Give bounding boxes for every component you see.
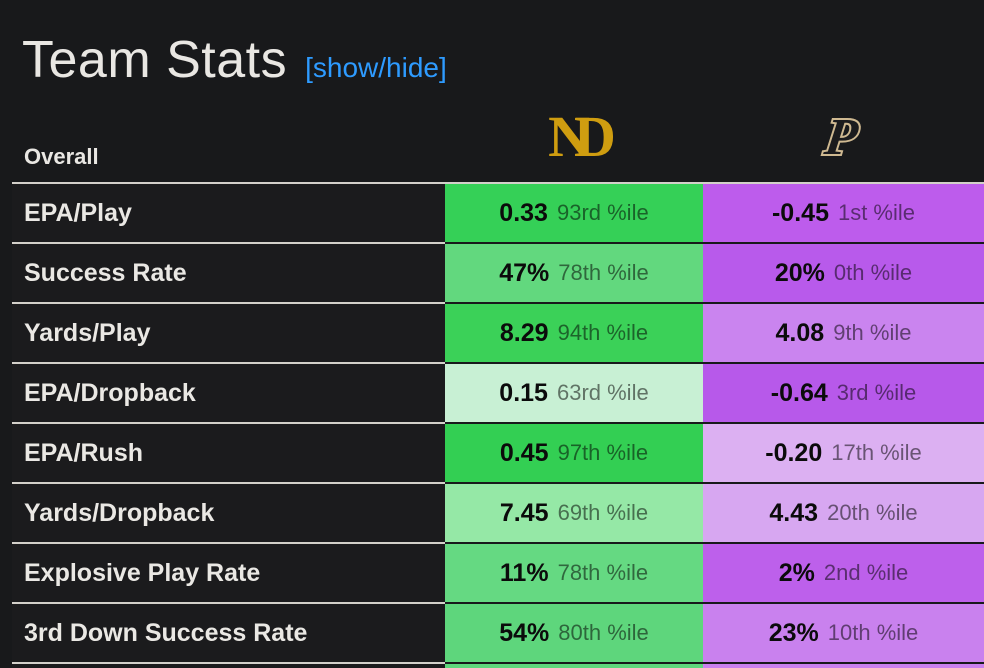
title-row: Team Stats [show/hide] — [0, 0, 984, 90]
team1-stat-cell: 11% 78th %ile — [445, 544, 703, 602]
team1-stat-cell: 7.45 69th %ile — [445, 484, 703, 542]
team1-stat-percentile: 80th %ile — [558, 620, 649, 645]
team1-stat-percentile: 69th %ile — [557, 500, 649, 525]
team2-stat-cell: 4.08 9th %ile — [703, 304, 984, 362]
stat-label: Success Rate — [12, 244, 445, 302]
team1-stat-percentile: 63rd %ile — [556, 380, 649, 405]
stat-row: EPA/Rush 0.45 97th %ile -0.20 17th %ile — [12, 424, 984, 482]
stat-label: 3rd Down Success Rate — [12, 604, 445, 662]
stat-label: Yards/Dropback — [12, 484, 445, 542]
team2-stat-cell: 2% 2nd %ile — [703, 544, 984, 602]
purdue-logo-icon: P — [818, 106, 864, 168]
team2-stat-value: 4.08 — [775, 318, 825, 347]
stat-label: Explosive Play Rate — [12, 544, 445, 602]
page-title: Team Stats — [22, 31, 288, 89]
team1-stat-cell: 0.33 93rd %ile — [445, 184, 703, 242]
team1-stat-percentile: 78th %ile — [557, 560, 649, 585]
team1-stat-value: 54% — [499, 618, 550, 647]
team1-stat-value: 11% — [499, 558, 549, 587]
team1-stat-percentile: 94th %ile — [557, 320, 649, 345]
team2-stat-cell: 4.43 20th %ile — [703, 484, 984, 542]
nd-monogram-text: ND — [548, 104, 613, 169]
team1-stat-percentile: 78th %ile — [558, 260, 649, 285]
header-divider — [12, 182, 984, 184]
team2-stat-percentile: 3rd %ile — [836, 380, 917, 405]
team2-stat-percentile: 2nd %ile — [823, 560, 909, 585]
stat-label: EPA/Rush — [12, 424, 445, 482]
team2-stat-value: 4.43 — [769, 498, 819, 527]
team1-stat-value: 0.33 — [499, 198, 548, 227]
team2-stat-cell: 23% 10th %ile — [703, 604, 984, 662]
team1-stat-cell: 8.29 94th %ile — [445, 304, 703, 362]
team2-stat-percentile: 10th %ile — [827, 620, 919, 645]
partial-row-label — [12, 664, 445, 668]
team2-stat-value: 2% — [778, 558, 815, 587]
team2-stat-percentile: 9th %ile — [833, 320, 912, 345]
partial-next-row — [12, 664, 984, 668]
team1-stat-cell: 47% 78th %ile — [445, 244, 703, 302]
team1-stat-value: 8.29 — [499, 318, 549, 347]
team1-stat-value: 7.45 — [499, 498, 549, 527]
team2-stat-value: -0.45 — [771, 198, 829, 227]
team1-stat-value: 47% — [499, 258, 550, 287]
partial-row-team2 — [703, 664, 984, 668]
team2-stat-value: -0.64 — [770, 378, 828, 407]
team2-stat-percentile: 17th %ile — [831, 440, 922, 465]
team2-stat-cell: -0.45 1st %ile — [703, 184, 984, 242]
team1-stat-cell: 54% 80th %ile — [445, 604, 703, 662]
stat-row: 3rd Down Success Rate 54% 80th %ile 23% … — [12, 604, 984, 662]
team1-stat-percentile: 97th %ile — [557, 440, 649, 465]
team1-stat-cell: 0.45 97th %ile — [445, 424, 703, 482]
stat-row: EPA/Play 0.33 93rd %ile -0.45 1st %ile — [12, 184, 984, 242]
team1-stat-value: 0.15 — [499, 378, 548, 407]
notre-dame-logo-cell: ND — [445, 90, 703, 182]
stat-row: EPA/Dropback 0.15 63rd %ile -0.64 3rd %i… — [12, 364, 984, 422]
team1-stat-cell: 0.15 63rd %ile — [445, 364, 703, 422]
team-stats-table: Overall ND P EPA/Play 0.33 93rd %ile -0.… — [12, 90, 984, 668]
stat-label: EPA/Dropback — [12, 364, 445, 422]
purdue-logo-cell: P — [703, 90, 984, 182]
stat-row: Success Rate 47% 78th %ile 20% 0th %ile — [12, 244, 984, 302]
notre-dame-logo-icon: ND — [548, 104, 613, 169]
team2-stat-percentile: 0th %ile — [833, 260, 913, 285]
team2-stat-percentile: 1st %ile — [837, 200, 916, 225]
team2-stat-cell: -0.64 3rd %ile — [703, 364, 984, 422]
team2-stat-cell: 20% 0th %ile — [703, 244, 984, 302]
stat-rows: EPA/Play 0.33 93rd %ile -0.45 1st %ile S… — [12, 184, 984, 662]
team2-stat-cell: -0.20 17th %ile — [703, 424, 984, 482]
team2-stat-value: 23% — [768, 618, 819, 647]
show-hide-toggle[interactable]: [show/hide] — [305, 52, 447, 83]
team2-stat-percentile: 20th %ile — [827, 500, 918, 525]
stat-row: Explosive Play Rate 11% 78th %ile 2% 2nd… — [12, 544, 984, 602]
team2-stat-value: -0.20 — [765, 438, 823, 467]
stat-label: EPA/Play — [12, 184, 445, 242]
table-header-row: Overall ND P — [12, 90, 984, 182]
stat-row: Yards/Dropback 7.45 69th %ile 4.43 20th … — [12, 484, 984, 542]
section-header-overall: Overall — [24, 144, 99, 169]
purdue-p-text: P — [820, 108, 862, 166]
team2-stat-value: 20% — [774, 258, 825, 287]
partial-row-team1 — [445, 664, 703, 668]
team1-stat-percentile: 93rd %ile — [556, 200, 649, 225]
stat-label: Yards/Play — [12, 304, 445, 362]
stat-row: Yards/Play 8.29 94th %ile 4.08 9th %ile — [12, 304, 984, 362]
team1-stat-value: 0.45 — [499, 438, 549, 467]
